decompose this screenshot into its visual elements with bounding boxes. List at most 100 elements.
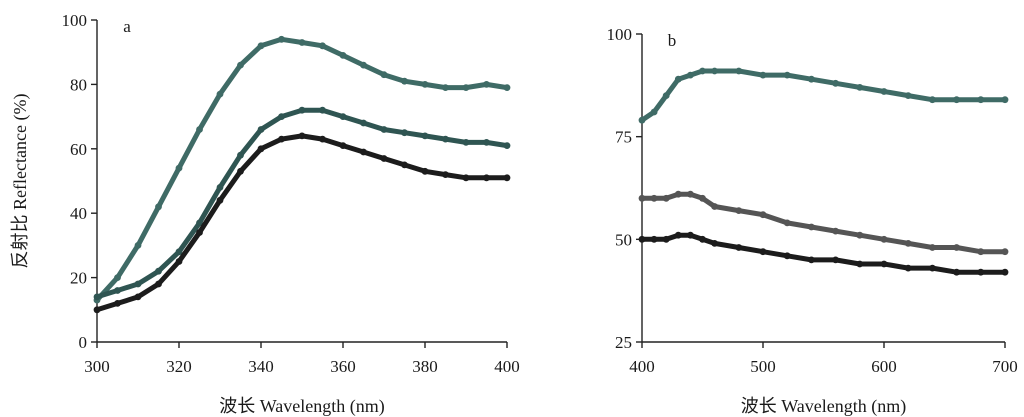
data-point <box>650 235 658 243</box>
data-point <box>442 135 449 143</box>
data-point <box>650 194 658 202</box>
y-tick-label: 80 <box>70 75 87 94</box>
series-line <box>639 232 1008 275</box>
data-point <box>953 96 960 104</box>
data-point <box>832 256 839 264</box>
data-point <box>175 248 183 256</box>
data-point <box>319 135 326 143</box>
data-point <box>483 81 490 88</box>
data-point <box>808 75 815 83</box>
data-point <box>339 142 347 150</box>
data-point <box>421 132 429 140</box>
data-point <box>298 132 306 140</box>
panel-label: a <box>123 17 131 36</box>
data-point <box>1001 248 1009 256</box>
data-point <box>759 248 767 256</box>
data-point <box>638 235 646 243</box>
data-point <box>442 84 449 91</box>
data-point <box>216 90 224 98</box>
data-point <box>401 129 408 137</box>
data-point <box>278 135 285 143</box>
data-point <box>380 71 388 79</box>
data-point <box>216 184 224 191</box>
data-point <box>114 287 121 294</box>
data-point <box>759 71 767 79</box>
chart-panel-a: 0 20 40 60 80 100 300 320 340 360 380 400 a 波长 Wavele… <box>10 11 520 417</box>
data-point <box>929 244 936 251</box>
data-point <box>699 235 706 243</box>
x-axis-title: 波长 Wavelength (nm) <box>741 396 907 417</box>
data-point <box>155 267 162 275</box>
data-point <box>977 96 985 104</box>
data-point <box>237 61 244 69</box>
x-tick-label: 320 <box>166 357 192 376</box>
data-point <box>134 280 142 288</box>
data-point <box>175 164 183 172</box>
data-point <box>278 113 285 120</box>
y-tick-label: 25 <box>615 333 632 352</box>
data-point <box>421 81 429 88</box>
data-point <box>687 71 694 79</box>
data-point <box>483 139 490 146</box>
data-point <box>175 258 183 265</box>
y-tick-label: 100 <box>62 11 88 30</box>
y-tick-label: 50 <box>615 230 632 249</box>
data-point <box>783 252 791 260</box>
x-tick-label: 360 <box>330 357 356 376</box>
data-point <box>503 174 511 182</box>
data-point <box>196 219 203 227</box>
y-tick-label: 40 <box>70 204 87 223</box>
data-point <box>93 306 101 314</box>
x-tick-label: 340 <box>248 357 274 376</box>
data-point <box>93 293 101 301</box>
data-point <box>380 155 388 162</box>
data-point <box>196 229 203 236</box>
data-point <box>401 161 408 169</box>
data-point <box>953 244 960 251</box>
data-point <box>759 211 767 219</box>
data-point <box>360 119 367 127</box>
data-point <box>953 268 960 276</box>
data-point <box>832 227 839 235</box>
data-point <box>856 84 864 91</box>
series-3 <box>93 132 511 314</box>
data-point <box>155 280 162 288</box>
data-point <box>929 96 936 104</box>
data-point <box>339 113 347 120</box>
data-point <box>699 67 706 75</box>
data-point <box>880 88 888 95</box>
data-point <box>134 293 142 301</box>
data-point <box>360 148 367 156</box>
data-point <box>1001 268 1009 276</box>
data-point <box>687 231 694 239</box>
data-point <box>462 174 470 182</box>
data-point <box>237 151 244 159</box>
panel-label: b <box>668 31 677 50</box>
series-2 <box>93 106 511 301</box>
data-point <box>462 139 470 146</box>
data-point <box>216 196 224 204</box>
data-point <box>503 84 511 91</box>
x-tick-label: 300 <box>84 357 110 376</box>
data-point <box>832 79 839 87</box>
data-point <box>735 244 743 251</box>
y-tick-label: 0 <box>79 333 88 352</box>
data-point <box>783 219 791 227</box>
data-point <box>674 231 682 239</box>
data-point <box>929 264 936 272</box>
data-point <box>503 142 511 150</box>
data-point <box>662 194 670 202</box>
series-line <box>639 68 1008 123</box>
y-axis-title: 反射比 Reflectance (%) <box>10 94 31 269</box>
data-point <box>977 268 985 276</box>
data-point <box>662 92 670 99</box>
series-2 <box>638 190 1009 256</box>
data-point <box>674 190 682 198</box>
data-point <box>421 167 429 175</box>
data-point <box>904 240 912 247</box>
data-point <box>977 248 985 256</box>
x-tick-label: 500 <box>750 357 776 376</box>
data-point <box>257 145 265 153</box>
data-point <box>319 106 326 114</box>
